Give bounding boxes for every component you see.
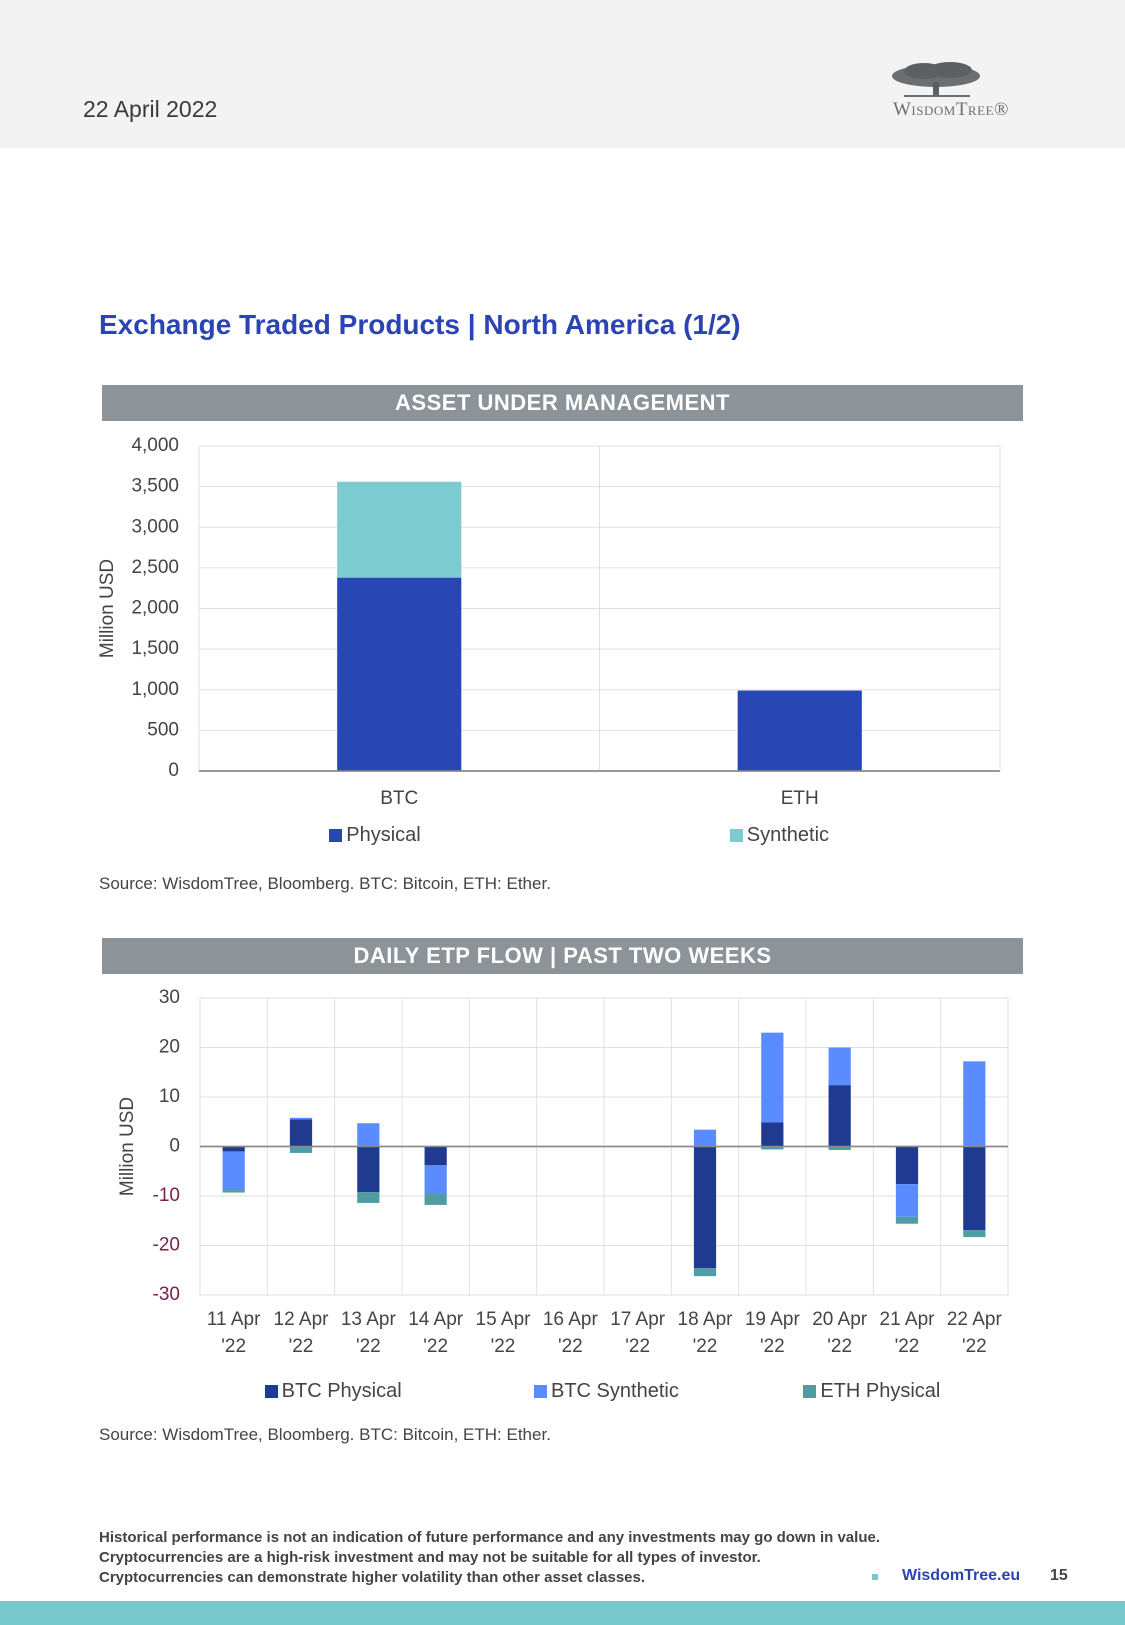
date: 22 April 2022 (83, 96, 218, 122)
x-tick-label: 11 Apr '22 (206, 1309, 261, 1357)
bar-segment (693, 1146, 717, 1269)
y-tick-label: 500 (147, 719, 179, 740)
y-tick-label: 4,000 (131, 435, 179, 456)
y-tick-label: 2,500 (131, 557, 179, 578)
legend-label: Synthetic (746, 824, 830, 846)
legend-label: Physical (346, 824, 421, 846)
disclaimer: Cryptocurrencies can demonstrate higher … (99, 1569, 646, 1586)
legend-swatch (264, 1385, 278, 1398)
bar-segment (963, 1230, 986, 1238)
section-title: Exchange Traded Products | North America… (99, 309, 741, 340)
bar-segment (737, 690, 862, 771)
bar-segment (693, 1268, 717, 1277)
x-tick-label: BTC (380, 788, 419, 809)
legend-entry: ETH Physical (803, 1380, 940, 1403)
bar-segment (337, 577, 462, 771)
bar-segment (222, 1151, 245, 1191)
legend-entry: BTC Physical (264, 1380, 402, 1403)
y-tick-label: 20 (159, 1037, 180, 1058)
bar-segment (895, 1146, 919, 1185)
bar-segment (222, 1190, 245, 1193)
legend-swatch (329, 829, 343, 842)
bar-segment (357, 1146, 380, 1193)
bar-segment (424, 1194, 447, 1205)
source-note: Source: WisdomTree, Bloomberg. BTC: Bitc… (99, 874, 551, 893)
bar-segment (424, 1146, 447, 1166)
y-tick-label: 0 (169, 1136, 180, 1157)
x-tick-label: 18 Apr '22 (677, 1309, 733, 1357)
x-tick-label: ETH (780, 788, 819, 809)
legend-entry: BTC Synthetic (534, 1380, 679, 1403)
y-tick-label: 1,500 (131, 638, 179, 659)
y-tick-label: -30 (153, 1284, 180, 1305)
bar-segment (289, 1117, 313, 1120)
legend-swatch (534, 1385, 547, 1398)
y-tick-label: 3,000 (131, 516, 179, 537)
bar-segment (828, 1146, 851, 1150)
disclaimer: Cryptocurrencies are a high-risk investm… (99, 1549, 761, 1566)
bar-segment (761, 1122, 784, 1147)
bar-segment (895, 1184, 919, 1217)
bar-segment (895, 1216, 919, 1224)
legend-label: ETH Physical (820, 1380, 941, 1402)
legend-swatch (729, 829, 743, 842)
x-tick-label: 15 Apr '22 (475, 1309, 531, 1357)
x-tick-label: 12 Apr '22 (273, 1309, 329, 1357)
y-tick-label: 2,000 (131, 598, 179, 619)
y-tick-label: -10 (153, 1185, 180, 1206)
chart-title: DAILY ETP FLOW | PAST TWO WEEKS (102, 938, 1023, 974)
legend-swatch (803, 1385, 817, 1398)
logo-text: WisdomTree® (893, 99, 1009, 120)
x-tick-label: 19 Apr '22 (744, 1309, 800, 1357)
bar-segment (289, 1119, 313, 1147)
x-tick-label: 21 Apr '22 (879, 1309, 935, 1357)
y-tick-label: 30 (159, 987, 180, 1008)
bullet (872, 1574, 878, 1580)
x-tick-label: 16 Apr '22 (542, 1309, 598, 1357)
y-axis-label: Million USD (117, 1097, 138, 1196)
bar-segment (337, 481, 462, 578)
bar-segment (761, 1032, 784, 1123)
legend-label: BTC Synthetic (551, 1380, 679, 1402)
bar-segment (693, 1129, 717, 1147)
y-axis-label: Million USD (97, 559, 118, 658)
x-tick-label: 17 Apr '22 (610, 1309, 666, 1357)
bar-segment (222, 1146, 245, 1152)
y-tick-label: 0 (168, 760, 179, 781)
legend-entry: Physical (329, 824, 421, 847)
bar-segment (761, 1146, 784, 1150)
legend-label: BTC Physical (281, 1380, 402, 1402)
bar-segment (424, 1165, 447, 1195)
y-tick-label: 10 (159, 1086, 180, 1107)
bar-segment (828, 1085, 851, 1147)
legend-entry: Synthetic (729, 824, 830, 847)
bar-segment (963, 1061, 986, 1147)
y-tick-label: 3,500 (131, 476, 179, 497)
footer-band (0, 1601, 1125, 1625)
x-tick-label: 14 Apr '22 (408, 1309, 464, 1357)
x-tick-label: 20 Apr '22 (812, 1309, 868, 1357)
source-note: Source: WisdomTree, Bloomberg. BTC: Bitc… (99, 1425, 551, 1444)
bar-segment (289, 1146, 313, 1153)
page-number: 15 (1050, 1567, 1068, 1584)
disclaimer: Historical performance is not an indicat… (99, 1529, 880, 1546)
chart-title: ASSET UNDER MANAGEMENT (102, 385, 1023, 421)
footer-link[interactable]: WisdomTree.eu (902, 1567, 1021, 1584)
bar-segment (357, 1123, 380, 1147)
logo-tree (892, 62, 980, 97)
bar-segment (357, 1192, 380, 1203)
bar-segment (828, 1047, 851, 1086)
x-tick-label: 22 Apr '22 (946, 1309, 1002, 1357)
x-tick-label: 13 Apr '22 (340, 1309, 396, 1357)
y-tick-label: -20 (153, 1235, 180, 1256)
y-tick-label: 1,000 (131, 679, 179, 700)
bar-segment (963, 1146, 986, 1231)
